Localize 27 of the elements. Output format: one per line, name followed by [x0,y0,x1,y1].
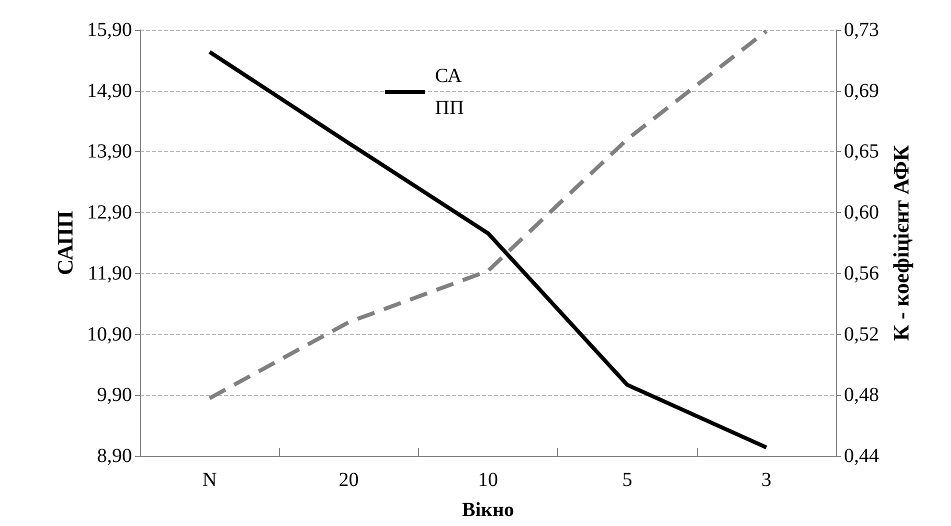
y-tick-label: 9,90 [97,384,132,406]
x-tick-label: 10 [478,469,498,491]
y2-tick-label: 0,73 [844,19,879,41]
y-tick-label: 11,90 [88,262,132,284]
y2-tick-label: 0,65 [844,140,879,163]
y2-axis-title: К - коефіцієнт АФК [888,145,914,341]
x-axis-title: Вікно [462,499,514,521]
x-tick-label: 5 [622,469,632,491]
y-tick-label: 15,90 [87,19,132,41]
y-tick-label: 8,90 [97,445,132,467]
y2-tick-label: 0,44 [844,445,879,467]
y-tick-label: 14,90 [87,80,132,102]
y2-tick-label: 0,52 [844,323,879,346]
y2-tick-label: 0,60 [844,202,879,224]
y-tick-label: 13,90 [87,140,132,163]
y-tick-label: 12,90 [87,202,132,224]
x-tick-label: 20 [338,469,359,491]
x-tick-label: 3 [761,469,772,491]
line-series [208,50,768,450]
x-tick-label: N [202,469,217,491]
line-series [208,29,768,400]
y-axis-title: САПП [52,210,78,276]
y-tick-label: 10,90 [87,323,132,346]
y2-tick-label: 0,69 [844,80,879,102]
y2-tick-label: 0,56 [844,262,879,284]
legend-label: САПП [435,65,464,119]
y2-tick-label: 0,48 [844,384,879,406]
